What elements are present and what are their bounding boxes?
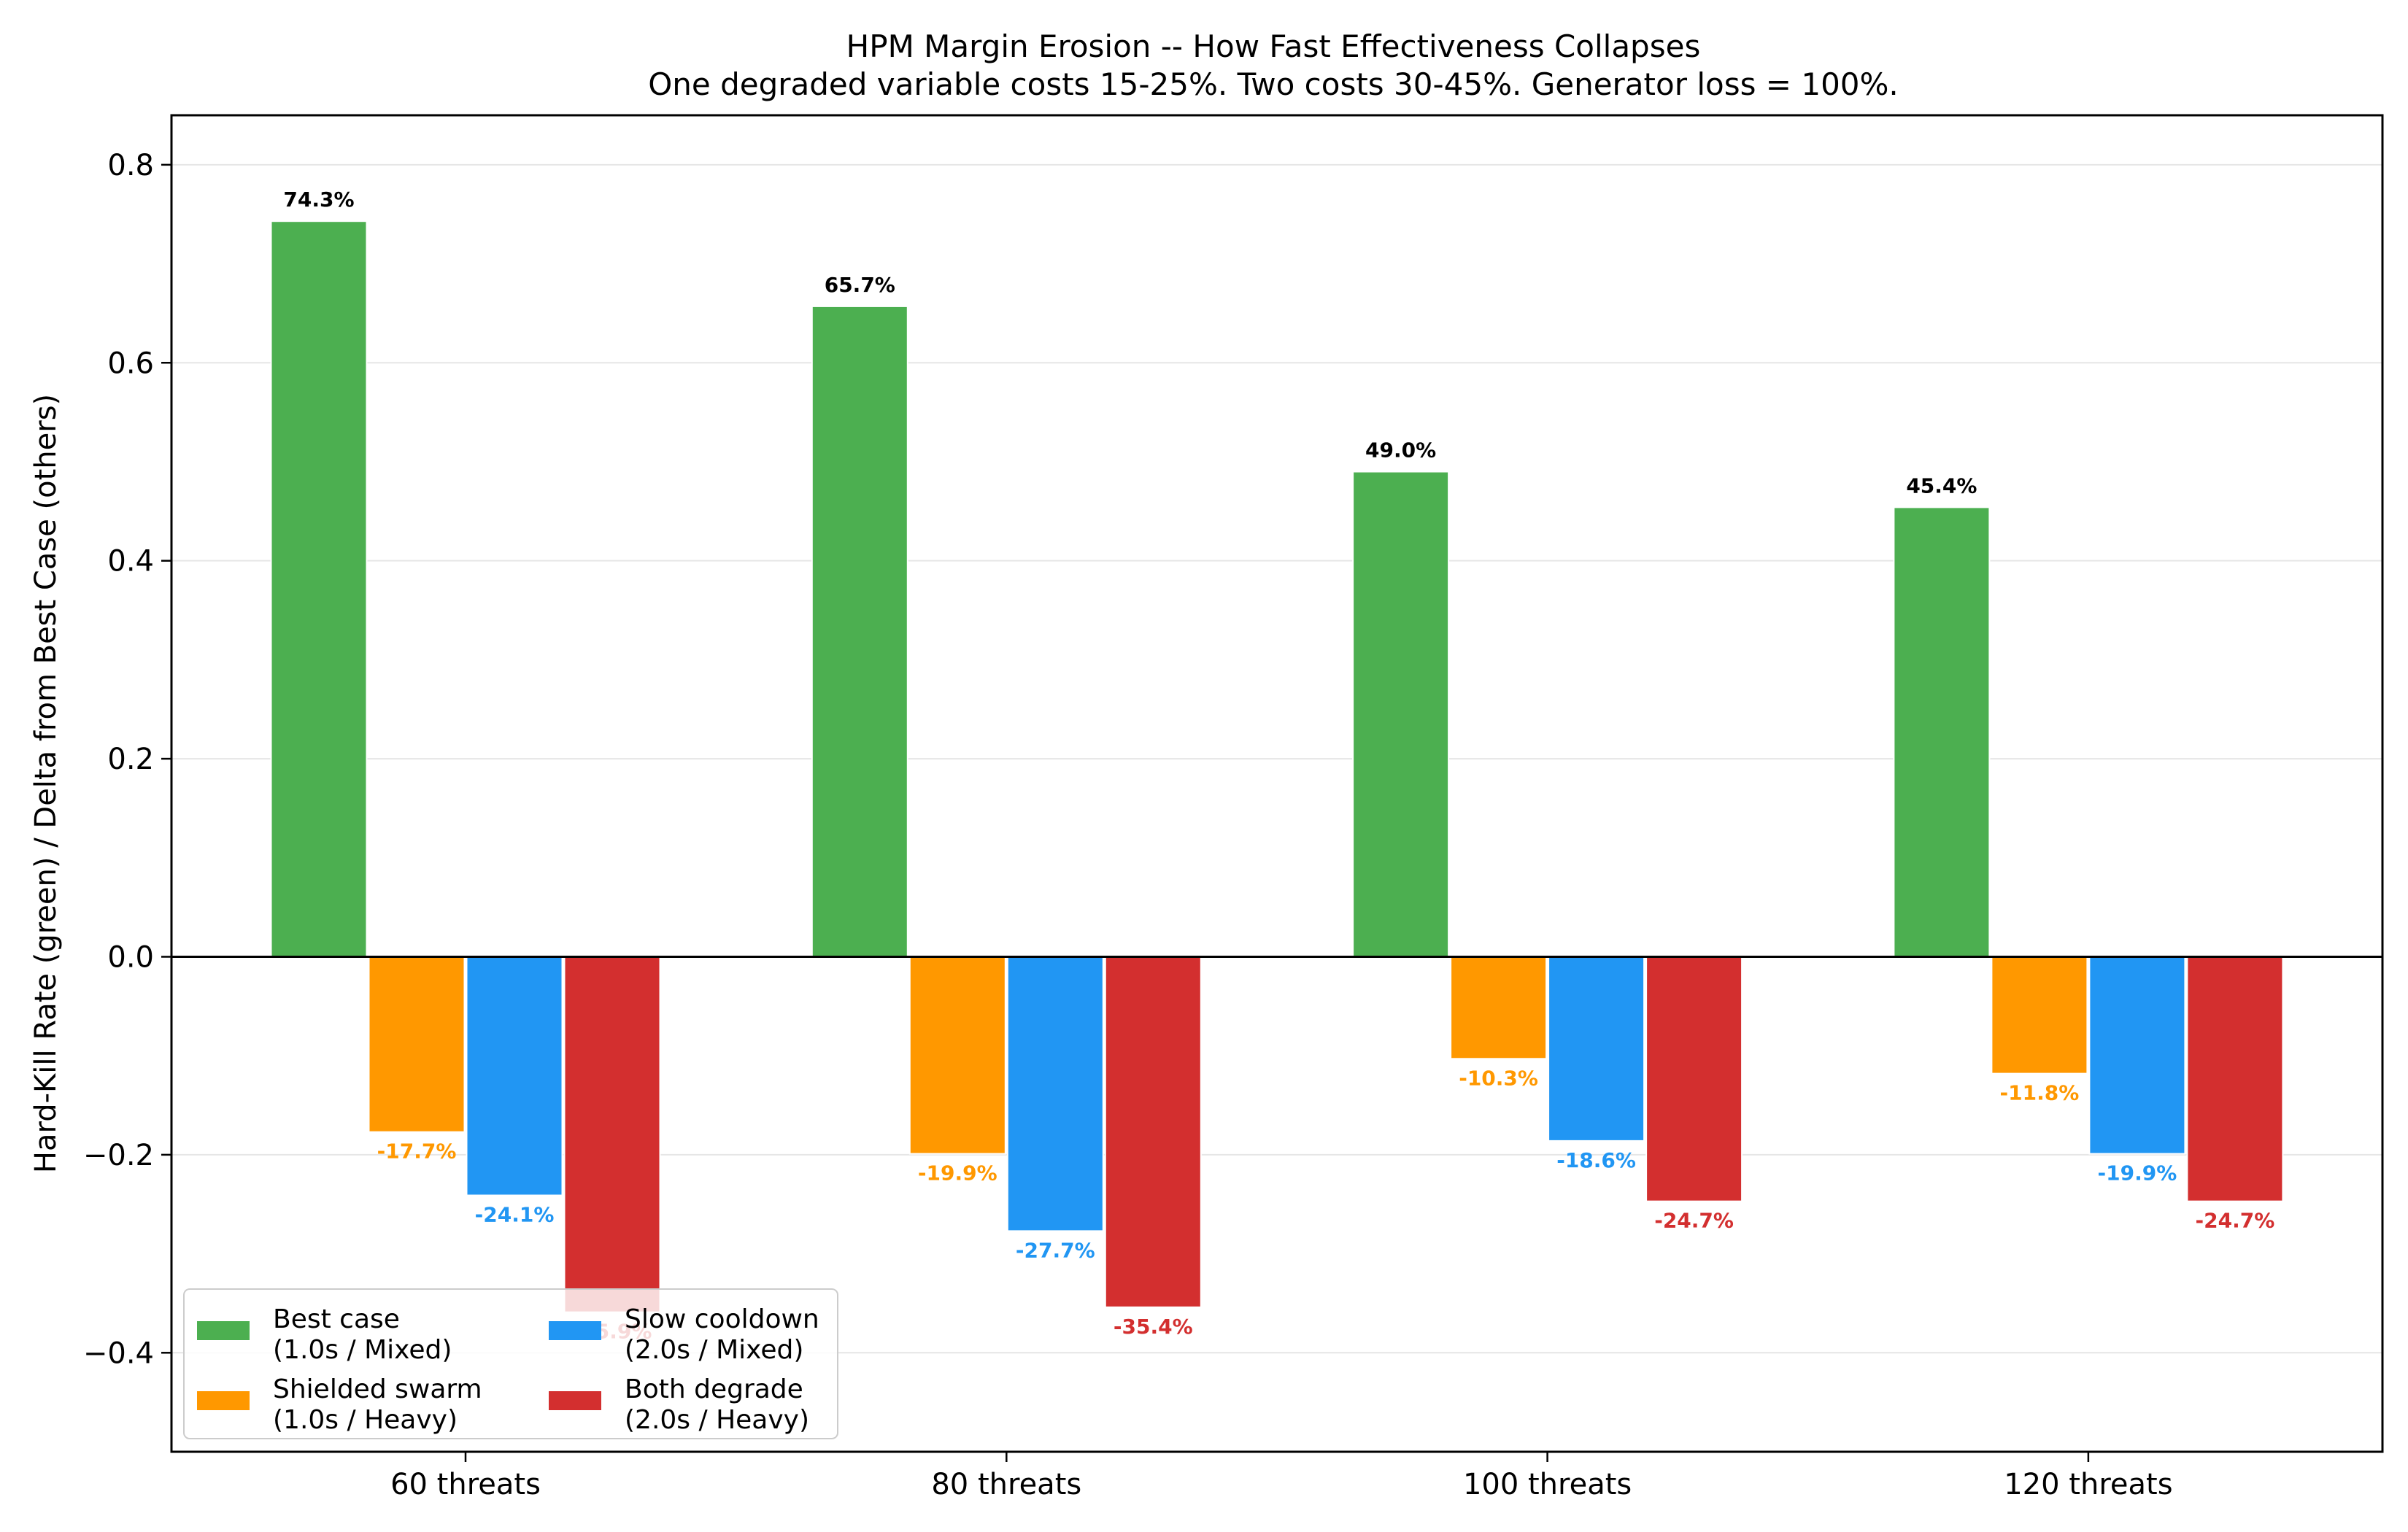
y-tick-label: 0.2: [107, 743, 154, 776]
legend-swatch: [549, 1391, 601, 1410]
bar-value-label: 45.4%: [1906, 473, 1977, 498]
y-axis-label: Hard-Kill Rate (green) / Delta from Best…: [29, 394, 63, 1173]
bar: [368, 956, 466, 1133]
legend-label: (1.0s / Mixed): [273, 1335, 452, 1365]
bar: [2088, 956, 2186, 1155]
y-tick-label: −0.2: [83, 1139, 154, 1172]
legend-label: (2.0s / Mixed): [625, 1335, 803, 1365]
bar: [1893, 506, 1991, 958]
x-axis: 60 threats 80 threats 100 threats 120 threa…: [390, 1452, 2173, 1501]
legend: Best case(1.0s / Mixed)Slow cooldown(2.0…: [183, 1288, 838, 1439]
bar-value-label: -11.8%: [2000, 1081, 2080, 1105]
bar-value-label: 74.3%: [283, 187, 354, 212]
bar: [270, 220, 368, 958]
bar: [1104, 956, 1202, 1308]
chart-subtitle: One degraded variable costs 15-25%. Two …: [648, 66, 1899, 102]
bar: [563, 956, 661, 1313]
legend-label: (2.0s / Heavy): [625, 1405, 809, 1435]
y-tick-label: 0.6: [107, 347, 154, 380]
legend-label: Both degrade: [625, 1374, 803, 1404]
bar-value-label: -24.7%: [1654, 1209, 1734, 1233]
legend-label: Slow cooldown: [625, 1304, 819, 1334]
bar-value-label: -24.7%: [2196, 1209, 2275, 1233]
y-tick-label: 0.4: [107, 545, 154, 579]
bar: [908, 956, 1006, 1155]
bar-value-label: 49.0%: [1365, 438, 1436, 463]
x-tick-label: 100 threats: [1463, 1468, 1632, 1501]
x-tick-label: 80 threats: [931, 1468, 1081, 1501]
legend-label: Shielded swarm: [273, 1374, 482, 1404]
bar: [811, 305, 908, 958]
bar: [1548, 956, 1645, 1142]
plot-frame: [170, 114, 2384, 1453]
bar-value-label: -35.4%: [1114, 1315, 1193, 1339]
y-tick-label: 0.0: [107, 940, 154, 974]
bar: [1352, 471, 1450, 958]
chart-title: HPM Margin Erosion -- How Fast Effective…: [846, 28, 1701, 64]
bar-value-label: -19.9%: [2098, 1161, 2177, 1185]
legend-box: [183, 1288, 838, 1439]
bar-value-label: -19.9%: [918, 1161, 997, 1185]
bar: [1006, 956, 1104, 1232]
x-tick-label: 120 threats: [2004, 1468, 2172, 1501]
legend-label: Best case: [273, 1304, 400, 1334]
bar: [1991, 956, 2088, 1075]
bar-value-label: -17.7%: [377, 1140, 457, 1164]
x-tick-label: 60 threats: [390, 1468, 541, 1501]
legend-label: (1.0s / Heavy): [273, 1405, 458, 1435]
bar-value-label: -24.1%: [475, 1203, 555, 1227]
bar-value-label: -27.7%: [1016, 1238, 1095, 1262]
bar: [1645, 956, 1743, 1202]
bar: [466, 956, 563, 1196]
legend-swatch: [549, 1321, 601, 1340]
bar: [2186, 956, 2284, 1202]
bar-value-label: 65.7%: [825, 273, 895, 297]
y-tick-label: −0.4: [83, 1336, 154, 1370]
legend-swatch: [197, 1391, 250, 1410]
y-tick-label: 0.8: [107, 149, 154, 182]
y-axis: −0.4 −0.2 0.0 0.2 0.4 0.6 0.8: [83, 149, 171, 1370]
legend-swatch: [197, 1321, 250, 1340]
bar-value-label: -18.6%: [1556, 1148, 1636, 1172]
bar: [1450, 956, 1548, 1060]
bar-value-label: -10.3%: [1459, 1066, 1538, 1090]
